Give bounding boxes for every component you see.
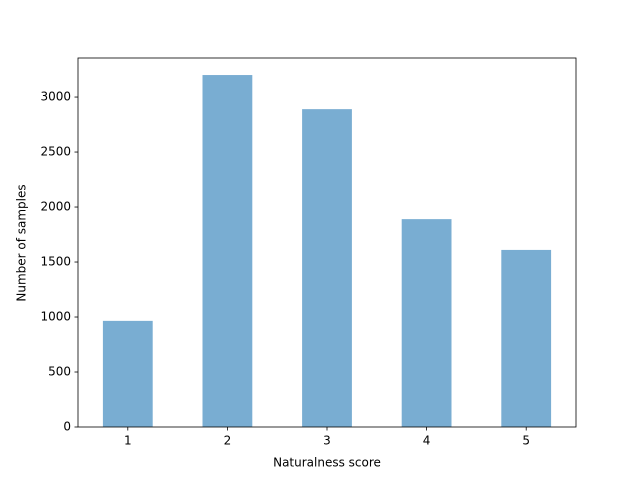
y-axis-label: Number of samples (15, 184, 29, 301)
y-tick-label: 2000 (40, 200, 71, 214)
bar (401, 219, 452, 427)
x-tick-label: 2 (224, 434, 232, 448)
y-tick-label: 1500 (40, 255, 71, 269)
x-tick-label: 4 (423, 434, 431, 448)
y-tick-label: 1000 (40, 310, 71, 324)
y-tick-label: 0 (63, 420, 71, 434)
x-tick-label: 1 (124, 434, 132, 448)
x-axis-label: Naturalness score (273, 456, 381, 470)
x-tick-label: 3 (323, 434, 331, 448)
plot-frame (77, 57, 577, 428)
y-tick-label: 500 (48, 365, 71, 379)
bar (102, 320, 153, 427)
y-tick-label: 2500 (40, 145, 71, 159)
y-tick-label: 3000 (40, 90, 71, 104)
bar (501, 249, 552, 427)
x-tick-label: 5 (522, 434, 530, 448)
bar (302, 109, 352, 427)
bar (202, 75, 253, 427)
